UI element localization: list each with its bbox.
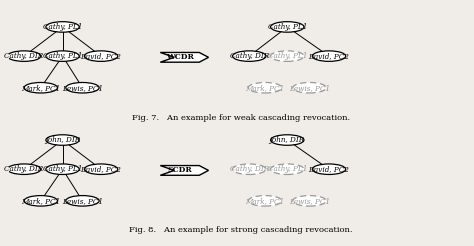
Text: Fig. 8.   An example for strong cascading revocation.: Fig. 8. An example for strong cascading … (129, 226, 353, 234)
Text: Mark, PC1: Mark, PC1 (246, 84, 284, 92)
Ellipse shape (293, 196, 326, 206)
Text: Lewis, PC1: Lewis, PC1 (62, 197, 103, 205)
Ellipse shape (24, 82, 57, 93)
Ellipse shape (84, 164, 118, 174)
Text: Cathy, DIR: Cathy, DIR (229, 52, 269, 60)
Ellipse shape (271, 51, 304, 61)
Text: Cathy, PL1: Cathy, PL1 (43, 23, 82, 31)
Ellipse shape (312, 164, 346, 174)
Text: Cathy, PL1: Cathy, PL1 (43, 165, 82, 173)
Ellipse shape (233, 164, 266, 174)
Ellipse shape (293, 82, 326, 93)
Text: SCDR: SCDR (167, 167, 192, 174)
Ellipse shape (84, 51, 118, 61)
Text: Cathy, PL1: Cathy, PL1 (268, 165, 307, 173)
Text: Cathy, PL1: Cathy, PL1 (43, 52, 82, 60)
Ellipse shape (233, 51, 266, 61)
Text: John, DIR: John, DIR (270, 136, 305, 144)
Polygon shape (160, 166, 209, 175)
Ellipse shape (248, 196, 282, 206)
Ellipse shape (248, 82, 282, 93)
Text: David, PC2: David, PC2 (309, 165, 349, 173)
Text: David, PC2: David, PC2 (81, 52, 121, 60)
Ellipse shape (46, 51, 79, 61)
Ellipse shape (46, 22, 79, 32)
Ellipse shape (66, 82, 99, 93)
Text: Cathy, PL1: Cathy, PL1 (268, 23, 307, 31)
Text: Cathy, DIR: Cathy, DIR (4, 165, 44, 173)
Text: Cathy, PL1: Cathy, PL1 (268, 52, 307, 60)
Ellipse shape (8, 164, 41, 174)
Text: WCDR: WCDR (166, 53, 194, 61)
Text: Lewis, PC1: Lewis, PC1 (289, 197, 330, 205)
Text: Cathy, DIR: Cathy, DIR (229, 165, 269, 173)
Text: Lewis, PC1: Lewis, PC1 (289, 84, 330, 92)
Text: Cathy, DIR: Cathy, DIR (4, 52, 44, 60)
Text: David, PC2: David, PC2 (81, 165, 121, 173)
Ellipse shape (8, 51, 41, 61)
Text: David, PC2: David, PC2 (309, 52, 349, 60)
Text: Fig. 7.   An example for weak cascading revocation.: Fig. 7. An example for weak cascading re… (132, 114, 350, 122)
Text: Lewis, PC1: Lewis, PC1 (62, 84, 103, 92)
Ellipse shape (271, 164, 304, 174)
Ellipse shape (24, 196, 57, 206)
Ellipse shape (271, 135, 304, 145)
Text: Mark, PC1: Mark, PC1 (21, 84, 60, 92)
Text: Mark, PC1: Mark, PC1 (21, 197, 60, 205)
Text: John, DIR: John, DIR (45, 136, 80, 144)
Ellipse shape (66, 196, 99, 206)
Ellipse shape (312, 51, 346, 61)
Ellipse shape (271, 22, 304, 32)
Ellipse shape (46, 135, 79, 145)
Text: Mark, PC1: Mark, PC1 (246, 197, 284, 205)
Ellipse shape (46, 164, 79, 174)
Polygon shape (160, 52, 209, 62)
